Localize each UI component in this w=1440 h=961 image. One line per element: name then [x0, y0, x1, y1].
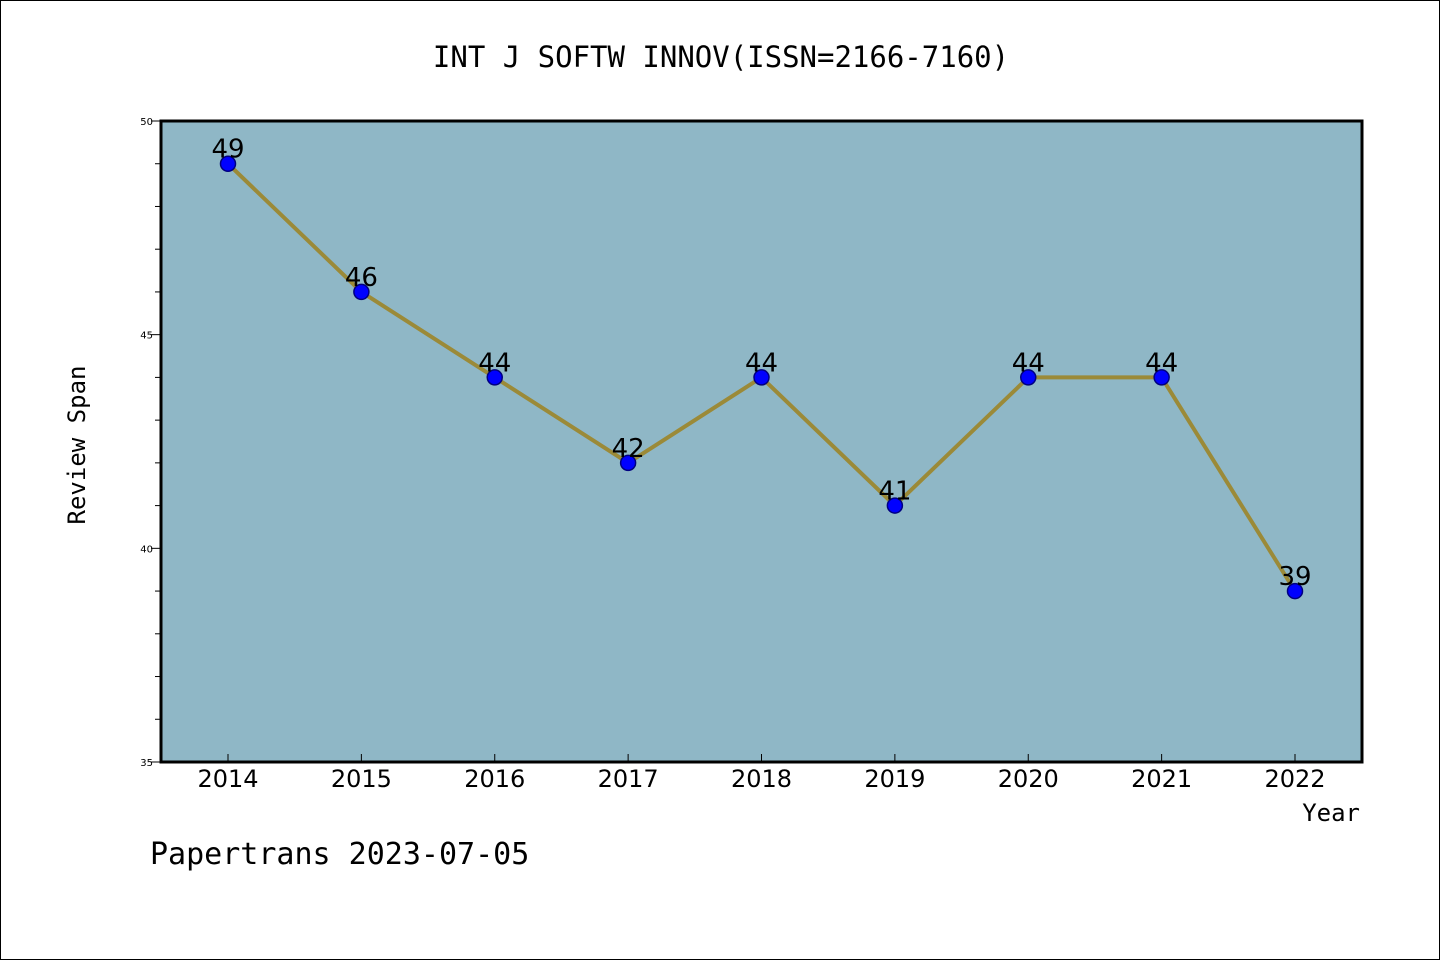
data-label: 44 — [1012, 348, 1045, 378]
data-label: 46 — [345, 263, 378, 293]
data-labels: 49 46 44 42 44 41 44 44 39 — [211, 135, 1311, 592]
y-tick-label: 50 — [140, 117, 153, 128]
data-point — [219, 155, 237, 172]
data-label: 49 — [211, 135, 244, 165]
data-point — [886, 497, 904, 514]
x-axis-ticks: 2014 2015 2016 2017 2018 2019 2020 2021 2022 — [197, 754, 1326, 793]
data-point — [353, 283, 370, 301]
y-tick-label: 35 — [140, 758, 153, 769]
data-label: 44 — [1145, 348, 1178, 378]
y-tick-label: 40 — [140, 544, 153, 555]
x-tick-label: 2018 — [731, 765, 792, 793]
data-markers — [219, 155, 1304, 600]
data-point — [1020, 369, 1037, 386]
plot-area — [161, 121, 1362, 762]
data-point — [1153, 369, 1170, 386]
data-point — [486, 369, 503, 386]
data-label: 42 — [612, 434, 645, 464]
data-label: 41 — [878, 477, 911, 507]
plot-border — [159, 119, 1364, 764]
data-point — [619, 454, 637, 472]
y-axis-label: Review Span — [63, 366, 91, 525]
x-tick-label: 2015 — [331, 765, 392, 793]
data-point — [1286, 582, 1304, 600]
data-label: 44 — [745, 348, 778, 378]
chart-title: INT J SOFTW INNOV(ISSN=2166-7160) — [433, 40, 1009, 74]
data-label: 44 — [478, 348, 511, 378]
x-tick-label: 2019 — [864, 765, 925, 793]
y-axis-ticks: 35 40 45 50 — [140, 117, 161, 769]
x-tick-label: 2016 — [464, 765, 525, 793]
data-point — [753, 369, 770, 386]
x-tick-label: 2017 — [598, 765, 659, 793]
x-tick-label: 2014 — [197, 765, 258, 793]
y-tick-label: 45 — [140, 331, 153, 342]
data-label: 39 — [1278, 562, 1311, 592]
x-tick-label: 2021 — [1131, 765, 1192, 793]
x-tick-label: 2022 — [1264, 765, 1325, 793]
x-tick-label: 2020 — [998, 765, 1059, 793]
footer-credit: Papertrans 2023-07-05 — [150, 837, 529, 872]
x-axis-label: Year — [1302, 799, 1360, 827]
